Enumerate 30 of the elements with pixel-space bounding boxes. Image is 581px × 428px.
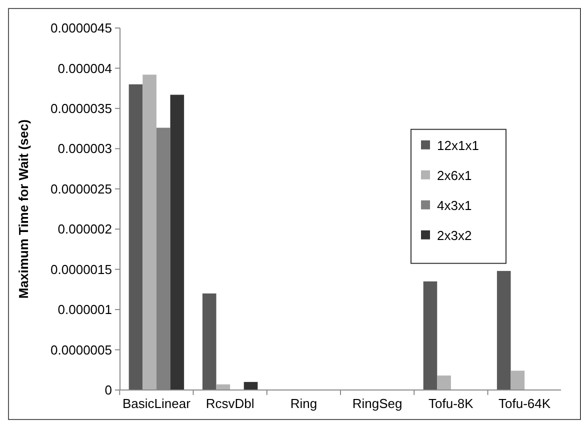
bar [170,94,184,390]
bar [423,281,438,390]
y-tick-label: 0.000004 [58,60,112,76]
y-tick-label: 0.000001 [58,302,112,318]
x-tick-label: RcsvDbl [206,396,254,411]
bar [244,382,258,390]
y-tick-label: 0.0000035 [50,100,112,116]
bar [437,376,451,390]
legend-label: 12x1x1 [437,138,479,153]
y-axis-title: Maximum Time for Wait (sec) [16,119,31,299]
bar [128,84,143,390]
x-tick-label: RingSeg [352,396,402,411]
legend-label: 4x3x1 [437,198,472,213]
x-tick-label: Tofu-8K [428,396,474,411]
y-tick-label: 0.0000005 [50,342,112,358]
x-tick-label: BasicLinear [122,396,192,411]
y-tick-label: 0 [104,382,112,398]
y-tick-label: 0.0000025 [50,181,112,196]
x-tick-label: Ring [290,396,318,411]
bar [202,293,216,390]
bar [142,74,156,390]
bar [496,270,511,390]
y-tick-label: 0.000002 [58,222,112,237]
y-tick-label: 0.000003 [58,141,112,156]
bar [510,370,525,390]
y-tick-label: 0.0000045 [50,20,112,36]
legend-label: 2x3x2 [437,228,472,243]
x-tick-label: Tofu-64K [498,396,551,411]
y-tick-label: 0.0000015 [50,262,112,277]
legend-label: 2x6x1 [437,168,472,183]
